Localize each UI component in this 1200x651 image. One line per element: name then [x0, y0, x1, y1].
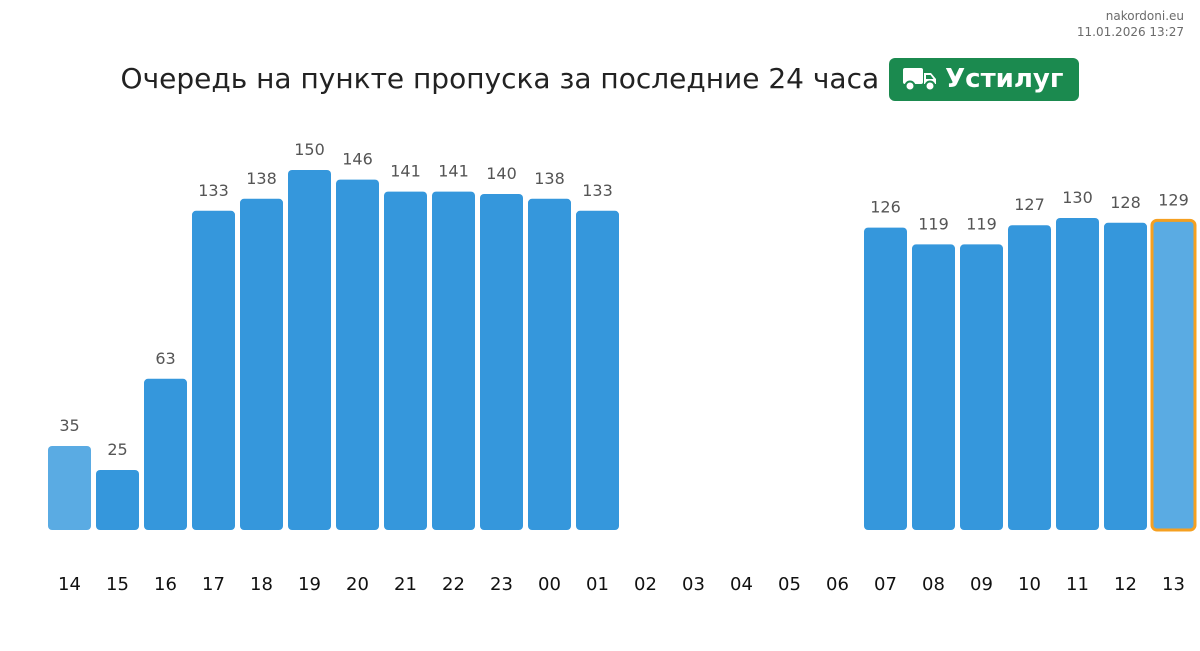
value-label-15: 25: [107, 440, 127, 459]
x-tick-label-15: 15: [106, 574, 129, 595]
truck-icon: [903, 68, 937, 92]
value-label-13: 129: [1158, 190, 1189, 209]
value-label-20: 146: [342, 150, 373, 169]
x-tick-label-00: 00: [538, 574, 561, 595]
value-label-08: 119: [918, 214, 949, 233]
bar-11: [1056, 218, 1099, 530]
value-label-16: 63: [155, 349, 175, 368]
bar-18: [240, 198, 283, 531]
source-attribution: nakordoni.eu 11.01.2026 13:27: [1077, 8, 1184, 40]
x-tick-label-13: 13: [1162, 574, 1185, 595]
checkpoint-name: Устилуг: [945, 64, 1064, 94]
x-tick-label-08: 08: [922, 574, 945, 595]
bar-21: [384, 191, 427, 530]
source-timestamp: 11.01.2026 13:27: [1076, 25, 1184, 39]
value-label-21: 141: [390, 162, 421, 181]
x-tick-label-07: 07: [874, 574, 897, 595]
x-tick-label-18: 18: [250, 574, 273, 595]
value-label-01: 133: [582, 181, 613, 200]
value-label-12: 128: [1110, 193, 1141, 212]
x-tick-label-21: 21: [394, 574, 417, 595]
x-tick-label-02: 02: [634, 574, 657, 595]
value-label-14: 35: [59, 416, 79, 435]
value-label-18: 138: [246, 169, 277, 188]
bar-08: [912, 244, 955, 530]
x-tick-label-17: 17: [202, 574, 225, 595]
bar-10: [1008, 225, 1051, 530]
x-tick-label-23: 23: [490, 574, 513, 595]
bar-14: [48, 446, 91, 530]
value-label-11: 130: [1062, 188, 1093, 207]
x-tick-label-16: 16: [154, 574, 177, 595]
value-label-17: 133: [198, 181, 229, 200]
x-tick-label-11: 11: [1066, 574, 1089, 595]
bar-22: [432, 191, 475, 530]
bar-07: [864, 227, 907, 530]
x-tick-label-05: 05: [778, 574, 801, 595]
bar-13: [1150, 218, 1197, 532]
x-tick-label-01: 01: [586, 574, 609, 595]
bar-09: [960, 244, 1003, 530]
value-label-19: 150: [294, 140, 325, 159]
x-tick-label-06: 06: [826, 574, 849, 595]
bar-15: [96, 470, 139, 530]
x-tick-label-04: 04: [730, 574, 753, 595]
x-tick-label-19: 19: [298, 574, 321, 595]
x-tick-label-10: 10: [1018, 574, 1041, 595]
x-tick-label-20: 20: [346, 574, 369, 595]
x-tick-label-09: 09: [970, 574, 993, 595]
value-label-10: 127: [1014, 195, 1045, 214]
x-tick-label-03: 03: [682, 574, 705, 595]
source-site: nakordoni.eu: [1105, 9, 1184, 23]
x-tick-label-12: 12: [1114, 574, 1137, 595]
x-tick-label-22: 22: [442, 574, 465, 595]
x-tick-label-14: 14: [58, 574, 81, 595]
value-label-22: 141: [438, 162, 469, 181]
chart-header: Очередь на пункте пропуска за последние …: [0, 57, 1200, 101]
bar-17: [192, 210, 235, 531]
bar-00: [528, 198, 571, 531]
chart-title: Очередь на пункте пропуска за последние …: [120, 62, 880, 95]
value-label-07: 126: [870, 198, 901, 217]
value-label-00: 138: [534, 169, 565, 188]
bar-01: [576, 210, 619, 531]
bar-12: [1104, 222, 1147, 531]
bar-23: [480, 194, 523, 530]
value-label-23: 140: [486, 164, 517, 183]
value-label-09: 119: [966, 214, 997, 233]
bar-20: [336, 179, 379, 530]
bar-16: [144, 378, 187, 530]
bar-19: [288, 170, 331, 530]
checkpoint-badge: Устилуг: [889, 57, 1080, 101]
